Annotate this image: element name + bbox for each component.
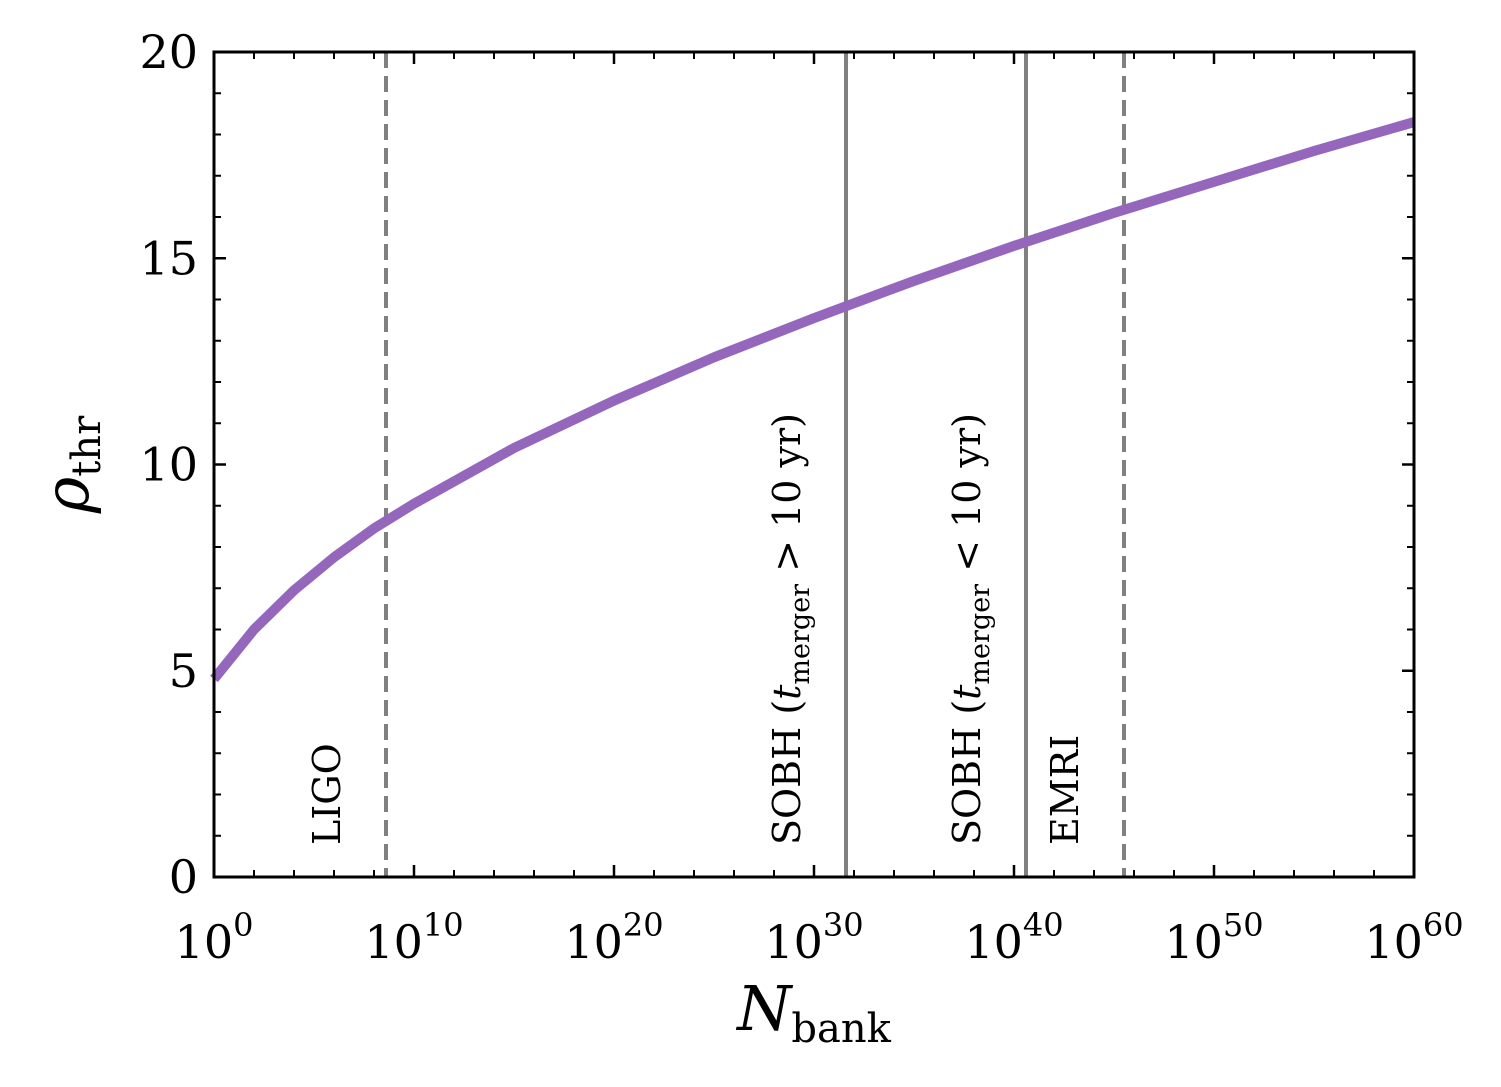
x-tick-label: 1040 — [964, 906, 1063, 969]
vline-label-var: t — [765, 684, 809, 700]
x-axis-label-main: N — [735, 972, 794, 1045]
y-axis-label-sub: thr — [64, 415, 110, 477]
x-tick-exponent: 40 — [1023, 906, 1064, 944]
vline-label-text: SOBH ( — [945, 700, 989, 845]
y-axis-label: ρthr — [30, 415, 110, 514]
x-tick-base: 10 — [175, 915, 234, 969]
vline-label: EMRI — [1043, 735, 1087, 845]
x-tick-exponent: 10 — [423, 906, 464, 944]
x-tick-base: 10 — [1364, 915, 1423, 969]
vline-label-var: t — [945, 684, 989, 700]
x-tick-label: 1030 — [764, 906, 863, 969]
x-tick-base: 10 — [964, 915, 1023, 969]
vline-label-rest: < 10 yr) — [945, 413, 989, 584]
x-axis-label-sub: bank — [791, 1006, 891, 1052]
x-tick-label: 1010 — [364, 906, 463, 969]
plot-frame — [212, 50, 1416, 879]
x-tick-exponent: 50 — [1223, 906, 1264, 944]
x-tick-labels: 100 1010 1020 1030 1040 1050 1060 — [175, 906, 1464, 969]
y-tick-label: 20 — [139, 25, 198, 79]
x-tick-label: 1060 — [1364, 906, 1463, 969]
y-tick-label: 15 — [139, 231, 198, 285]
x-tick-label: 1020 — [564, 906, 663, 969]
vline-label-text: LIGO — [305, 743, 349, 845]
x-tick-base: 10 — [564, 915, 623, 969]
y-axis-label-main: ρ — [30, 477, 103, 514]
vline-label: SOBH (tmerger > 10 yr) — [765, 413, 816, 845]
x-tick-label: 100 — [175, 906, 254, 969]
series-line — [210, 117, 1416, 683]
x-tick-base: 10 — [764, 915, 823, 969]
series-layer — [210, 117, 1416, 683]
vline-label: SOBH (tmerger < 10 yr) — [945, 413, 996, 845]
x-tick-exponent: 0 — [233, 906, 253, 944]
vline-label-rest: > 10 yr) — [765, 413, 809, 584]
vline-label-text: SOBH ( — [765, 700, 809, 845]
vline-label-sub: merger — [965, 584, 996, 685]
x-axis-label: Nbank — [735, 972, 891, 1052]
y-tick-label: 0 — [169, 850, 198, 904]
x-tick-base: 10 — [1164, 915, 1223, 969]
y-tick-labels: 0 5 10 15 20 — [139, 25, 198, 904]
x-tick-exponent: 60 — [1423, 906, 1464, 944]
x-tick-label: 1050 — [1164, 906, 1263, 969]
x-tick-exponent: 30 — [823, 906, 864, 944]
y-tick-label: 10 — [139, 438, 198, 492]
vline-label: LIGO — [305, 743, 349, 845]
vline-label-sub: merger — [785, 584, 816, 685]
vline-label-text: EMRI — [1043, 735, 1087, 845]
x-tick-exponent: 20 — [623, 906, 664, 944]
x-tick-base: 10 — [364, 915, 423, 969]
y-tick-label: 5 — [169, 644, 198, 698]
vertical-reference-lines: LIGO SOBH (tmerger > 10 yr)SOBH (tmerger … — [305, 52, 1126, 877]
